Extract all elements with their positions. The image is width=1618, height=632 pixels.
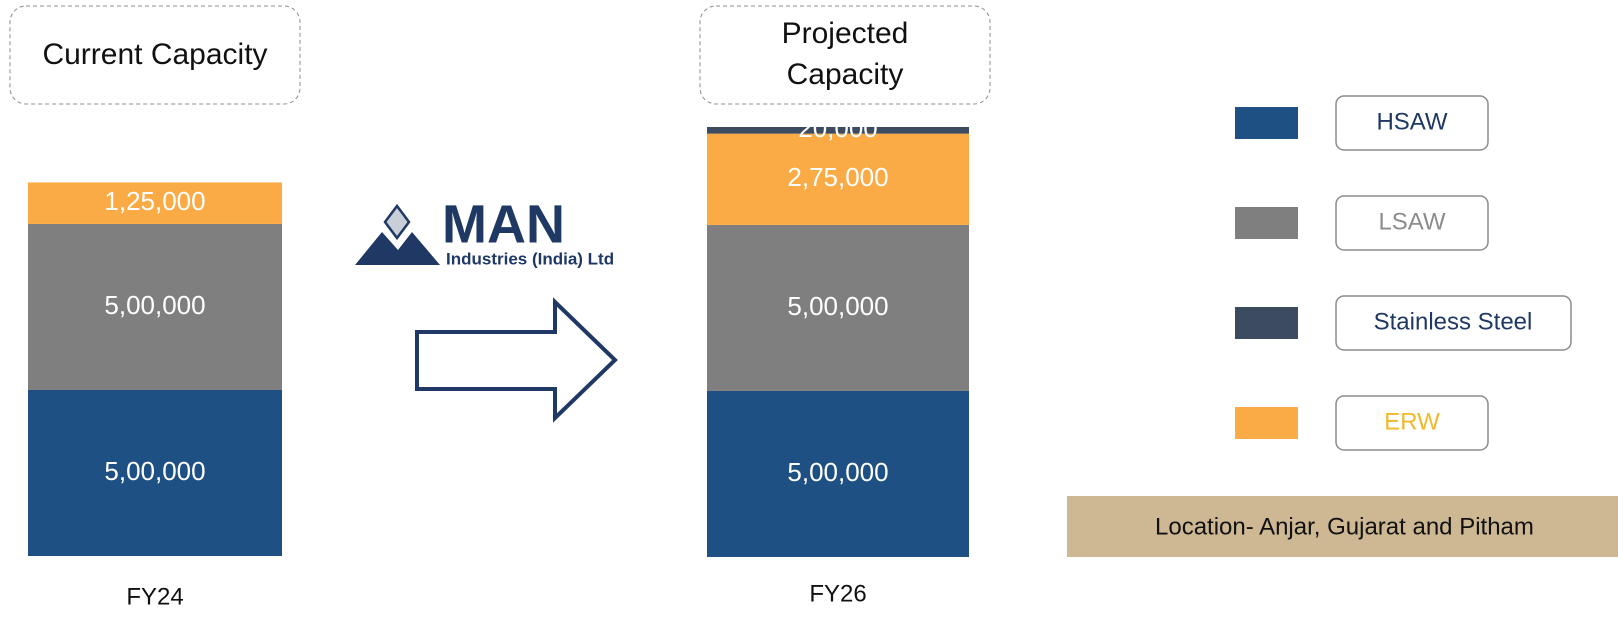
location-text: Location- Anjar, Gujarat and Pitham: [1155, 513, 1534, 540]
legend-swatch: [1235, 307, 1298, 339]
value-label: 2,75,000: [787, 162, 888, 192]
header-box: [9, 5, 301, 105]
location-band: [1067, 496, 1618, 557]
value-label: 5,00,000: [104, 456, 205, 486]
category-label: FY26: [809, 580, 866, 607]
legend-label: HSAW: [1376, 108, 1447, 135]
bar-segment: [28, 223, 282, 390]
logo-subtitle: Industries (India) Ltd: [446, 249, 614, 268]
value-label: 20,000: [798, 113, 878, 143]
header: Current Capacity: [42, 38, 267, 71]
legend-swatch: [1235, 207, 1298, 239]
legend-box: [1335, 395, 1489, 451]
logo: MAN Industries (India) Ltd: [355, 194, 614, 268]
legend-box: [1335, 195, 1489, 251]
bar-segment: [28, 182, 282, 224]
bar-segment: [707, 133, 969, 225]
header-box: [699, 5, 991, 105]
legend-swatch: [1235, 407, 1298, 439]
legend-label: Stainless Steel: [1374, 308, 1533, 335]
bar-segment: [707, 224, 969, 391]
arrow: [415, 297, 618, 423]
legend-label: LSAW: [1378, 208, 1445, 235]
legend-label: ERW: [1384, 408, 1440, 435]
logo-name: MAN: [442, 194, 565, 254]
legend-box: [1335, 95, 1489, 151]
bar-segment: [707, 127, 969, 134]
value-label: 5,00,000: [787, 457, 888, 487]
value-label: 5,00,000: [104, 290, 205, 320]
logo-mark: [355, 232, 440, 265]
legend-box: [1335, 295, 1572, 351]
bar-segment: [707, 390, 969, 557]
value-label: 1,25,000: [104, 186, 205, 216]
header: Projected Capacity: [782, 17, 909, 91]
category-label: FY24: [126, 583, 183, 610]
legend-swatch: [1235, 107, 1298, 139]
bar-segment: [28, 389, 282, 556]
value-label: 5,00,000: [787, 291, 888, 321]
logo-diamond: [383, 203, 411, 241]
